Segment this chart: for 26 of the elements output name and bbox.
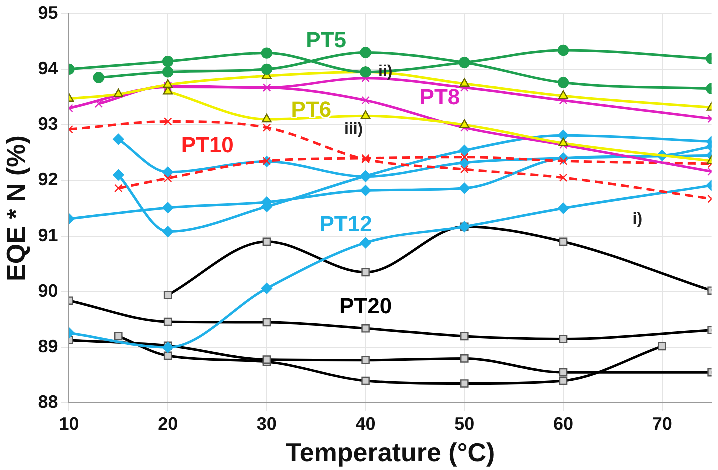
y-tick-label: 88 bbox=[38, 392, 58, 412]
series-label: PT8 bbox=[420, 84, 460, 110]
series-label: PT12 bbox=[320, 211, 372, 236]
x-tick-label: 40 bbox=[356, 414, 376, 434]
x-tick-label: 50 bbox=[454, 414, 475, 434]
annotation: i) bbox=[632, 211, 643, 228]
y-tick-label: 94 bbox=[38, 58, 58, 78]
y-tick-label: 89 bbox=[38, 336, 58, 357]
series-label: PT6 bbox=[291, 97, 332, 122]
y-axis-title: EQE * N (%) bbox=[0, 136, 31, 282]
x-tick-label: 30 bbox=[256, 414, 277, 434]
x-axis-title: Temperature (°C) bbox=[286, 438, 496, 468]
series-label: PT5 bbox=[306, 28, 346, 53]
x-tick-label: 60 bbox=[553, 414, 574, 434]
x-tick-label: 20 bbox=[158, 414, 178, 434]
x-tick-label: 10 bbox=[59, 414, 80, 434]
y-tick-label: 91 bbox=[38, 225, 58, 246]
annotation: ii) bbox=[378, 64, 393, 81]
series-label: PT10 bbox=[181, 132, 234, 158]
x-tick-label: 70 bbox=[652, 414, 672, 434]
series-label: PT20 bbox=[340, 294, 392, 319]
annotation: iii) bbox=[344, 120, 364, 138]
y-tick-label: 93 bbox=[38, 114, 58, 134]
y-tick-label: 92 bbox=[38, 170, 58, 190]
y-tick-label: 95 bbox=[38, 2, 58, 23]
y-tick-label: 90 bbox=[38, 280, 58, 301]
